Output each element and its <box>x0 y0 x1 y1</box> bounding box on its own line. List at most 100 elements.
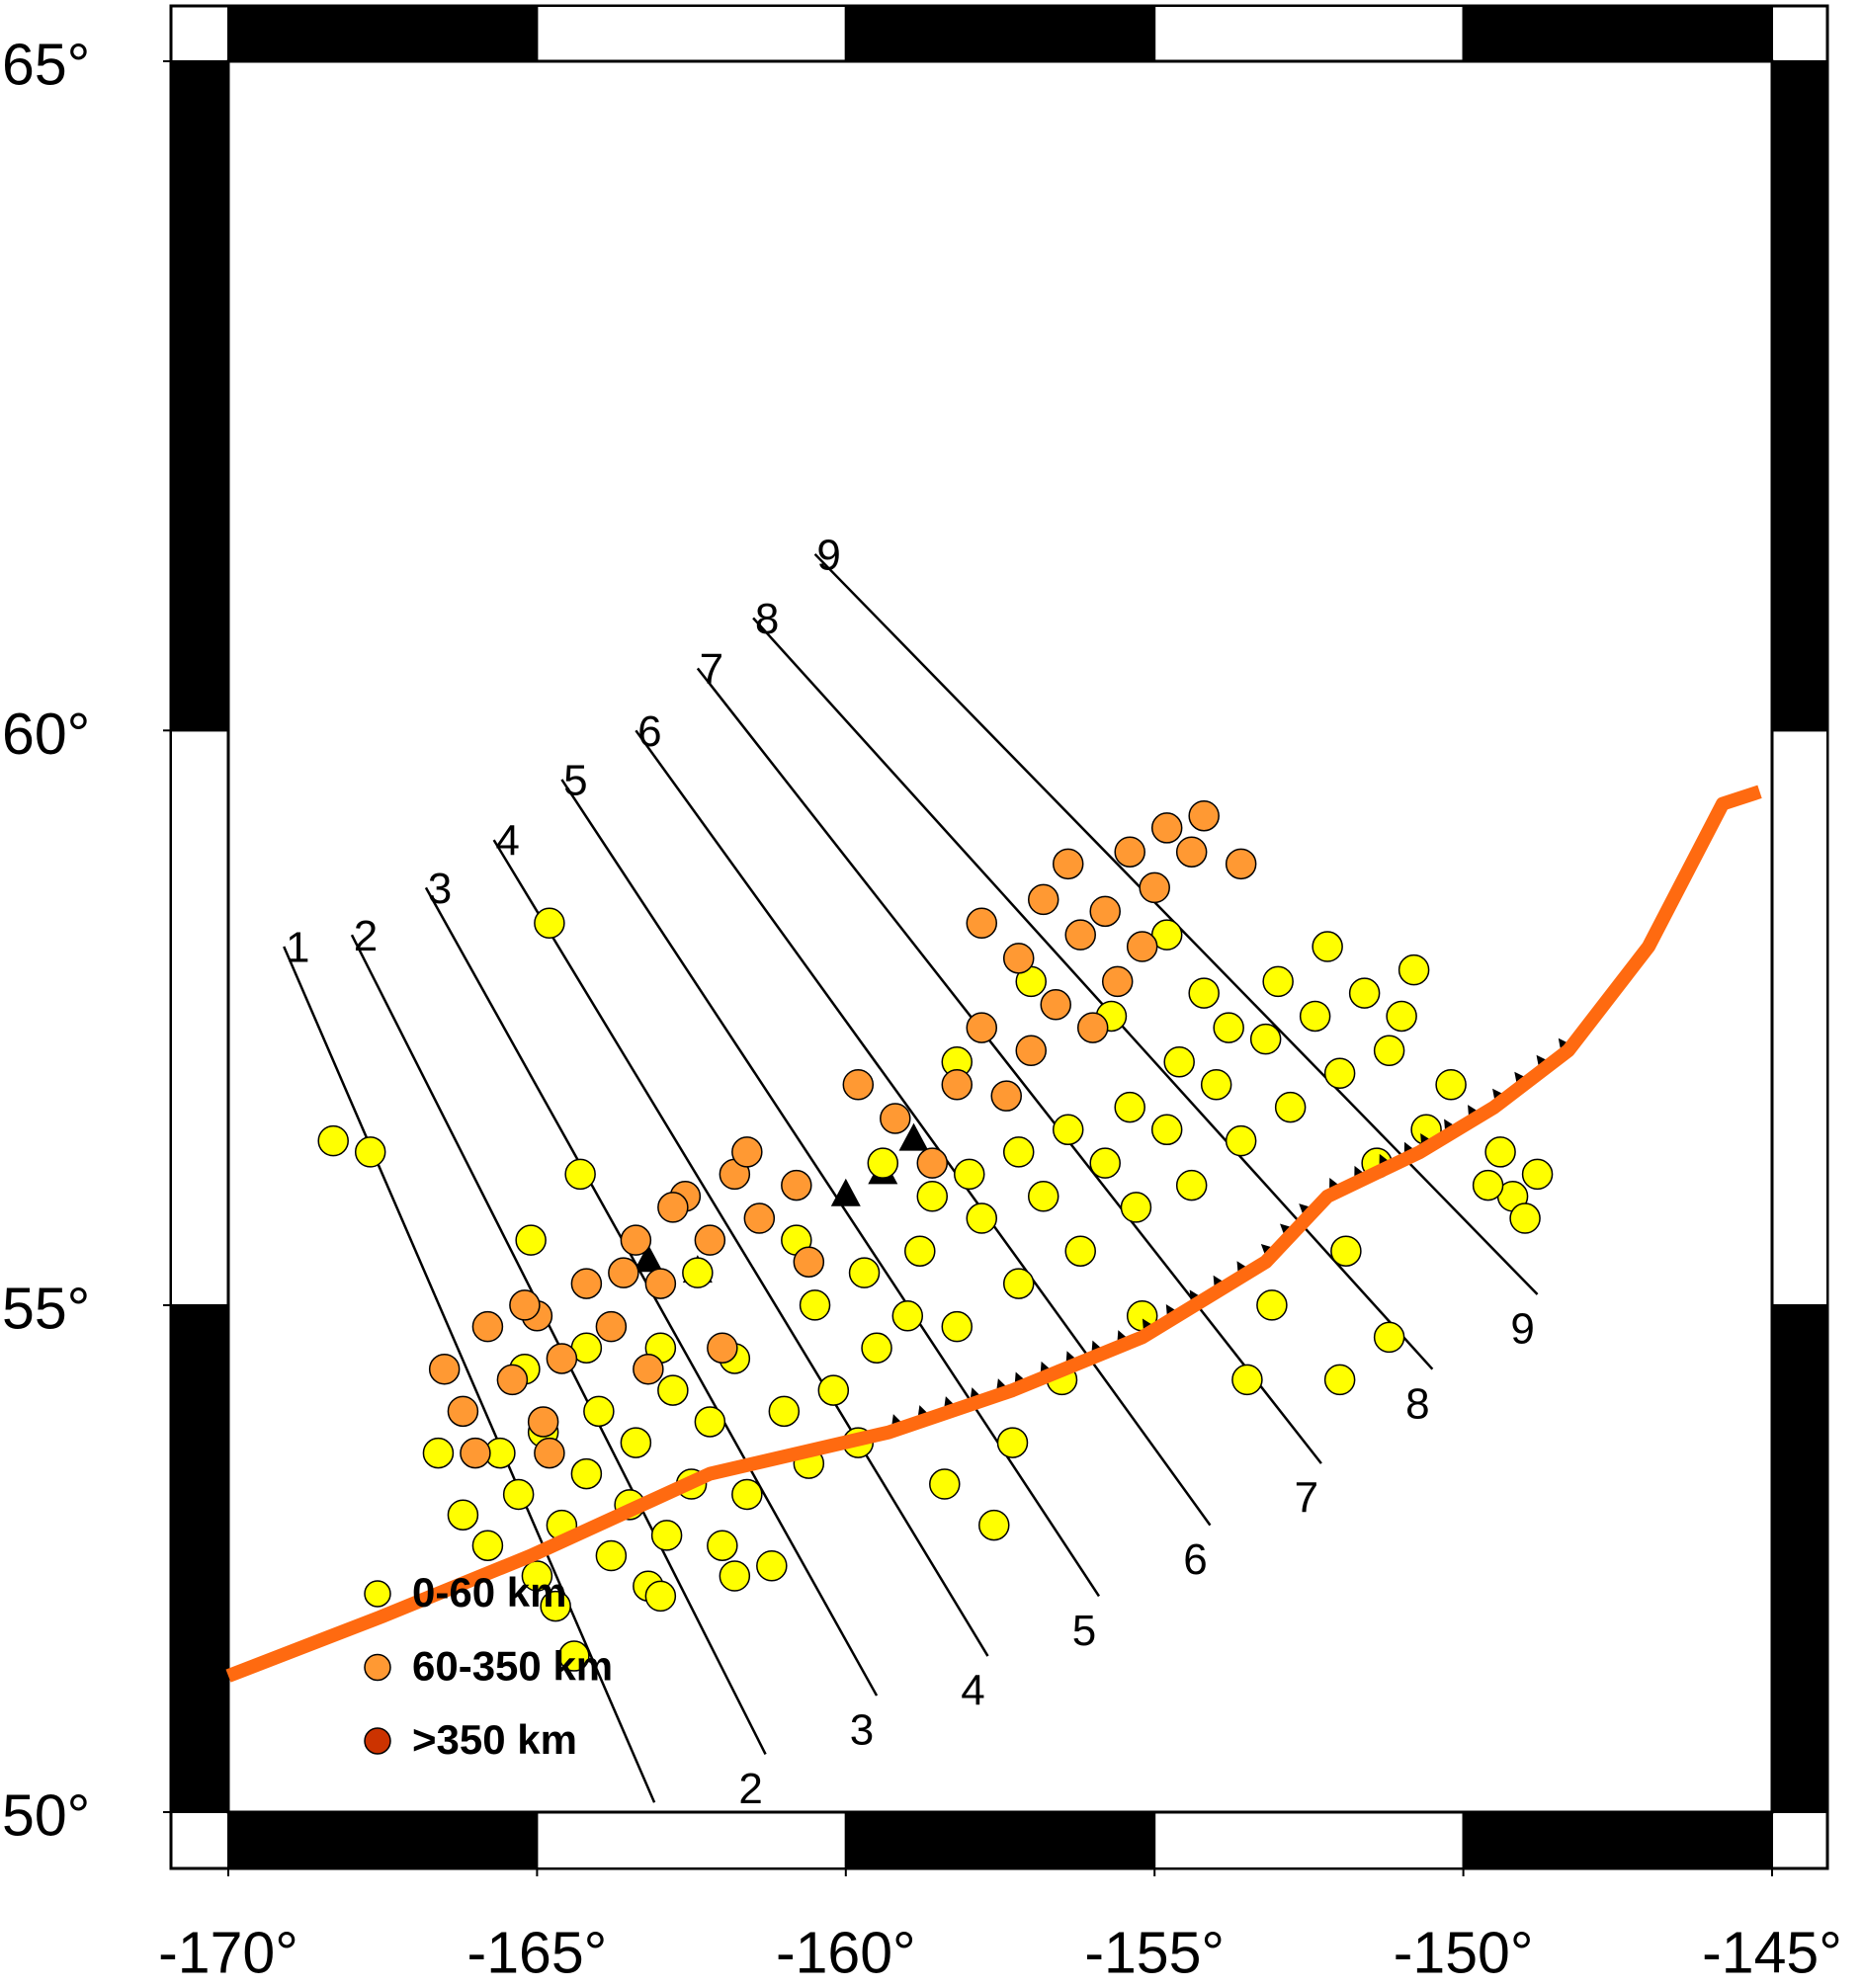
lat-tick-label: 60° <box>2 702 90 767</box>
earthquake <box>867 1147 899 1179</box>
earthquake <box>1052 848 1084 880</box>
lon-tick-label: -170° <box>158 1921 298 1983</box>
earthquake <box>521 1560 553 1592</box>
earthquake <box>644 1580 677 1613</box>
profile-label: 2 <box>738 1765 762 1813</box>
lon-tick-label: -145° <box>1702 1921 1842 1983</box>
earthquake <box>941 1068 974 1101</box>
profile-line <box>752 617 1434 1370</box>
earthquake <box>1089 1147 1121 1179</box>
earthquake <box>1262 965 1294 998</box>
profile-label: 1 <box>286 924 309 972</box>
earthquake <box>799 1289 831 1321</box>
legend-marker <box>364 1653 391 1682</box>
earthquake <box>1126 931 1158 962</box>
earthquake <box>1312 931 1343 962</box>
earthquake <box>1188 799 1220 832</box>
earthquake <box>1323 1057 1356 1090</box>
earthquake <box>447 1395 479 1428</box>
earthquake <box>1188 977 1220 1009</box>
legend-marker <box>364 1727 391 1755</box>
earthquake <box>1225 848 1257 880</box>
frame-bar <box>1462 1811 1773 1869</box>
earthquake <box>1323 1364 1356 1396</box>
profile-label: 5 <box>563 757 587 805</box>
legend-marker <box>364 1580 391 1608</box>
earthquake <box>1200 1068 1232 1101</box>
earthquake <box>719 1560 751 1592</box>
earthquake <box>1015 1035 1047 1066</box>
frame-bar <box>170 729 229 1306</box>
frame-bar <box>1771 60 1828 732</box>
earthquake <box>620 1427 652 1458</box>
frame-bar <box>1153 5 1465 62</box>
earthquake <box>657 1374 689 1406</box>
earthquake <box>1386 1000 1417 1033</box>
frame-bar <box>227 1811 539 1869</box>
earthquake <box>1150 812 1183 844</box>
earthquake <box>1348 977 1381 1009</box>
earthquake <box>509 1289 541 1321</box>
earthquake <box>1373 1321 1405 1354</box>
profile-line <box>635 729 1212 1527</box>
earthquake <box>354 1136 386 1168</box>
earthquake <box>1484 1136 1516 1168</box>
lat-tick-label: 50° <box>2 1783 90 1849</box>
earthquake <box>1114 1091 1145 1123</box>
earthquake <box>990 1080 1022 1112</box>
earthquake <box>1089 895 1121 928</box>
earthquake <box>515 1224 547 1256</box>
earthquake <box>1521 1158 1554 1191</box>
earthquake <box>781 1169 812 1201</box>
earthquake <box>317 1124 349 1157</box>
profile-label: 6 <box>1183 1535 1207 1584</box>
earthquake <box>916 1181 949 1212</box>
earthquake <box>1274 1091 1307 1123</box>
earthquake <box>954 1158 985 1191</box>
earthquake <box>1040 989 1071 1021</box>
lon-tick-label: -165° <box>467 1921 608 1983</box>
legend-label: 0-60 km <box>412 1569 566 1615</box>
volcano <box>898 1122 929 1151</box>
earthquake <box>694 1224 726 1256</box>
earthquake <box>966 1202 998 1234</box>
earthquake <box>447 1499 479 1531</box>
profile-label: 8 <box>1405 1379 1429 1428</box>
frame-bar <box>170 60 229 732</box>
earthquake <box>1163 1046 1195 1078</box>
profile-label: 9 <box>816 531 840 579</box>
profile-line <box>283 946 656 1803</box>
earthquake <box>1101 965 1134 998</box>
earthquake <box>1002 1136 1035 1168</box>
earthquake <box>496 1364 529 1396</box>
trench <box>225 785 1762 1683</box>
earthquake <box>1120 1192 1152 1223</box>
earthquake <box>848 1257 881 1288</box>
earthquake <box>570 1268 603 1299</box>
earthquake <box>1027 883 1059 916</box>
profile-label: 4 <box>495 817 519 866</box>
profile-line <box>696 667 1322 1464</box>
frame-bar <box>170 1303 229 1813</box>
lat-tick-label: 55° <box>2 1276 90 1341</box>
earthquake <box>1175 1169 1208 1201</box>
earthquake <box>620 1224 652 1256</box>
earthquake <box>904 1235 936 1267</box>
earthquake <box>861 1332 892 1364</box>
earthquake <box>842 1068 875 1101</box>
earthquake <box>1231 1364 1263 1396</box>
earthquake <box>1213 1012 1244 1043</box>
profile-label: 2 <box>354 912 378 960</box>
earthquake <box>793 1246 825 1278</box>
profile-label: 9 <box>1510 1305 1534 1354</box>
earthquake <box>996 1427 1029 1458</box>
earthquake <box>657 1192 689 1223</box>
earthquake <box>644 1268 677 1299</box>
frame-bar <box>844 5 1156 62</box>
earthquake <box>891 1300 924 1332</box>
volcano <box>633 1244 663 1273</box>
volcano <box>830 1178 861 1206</box>
earthquake <box>428 1353 461 1385</box>
earthquake <box>540 1590 571 1622</box>
